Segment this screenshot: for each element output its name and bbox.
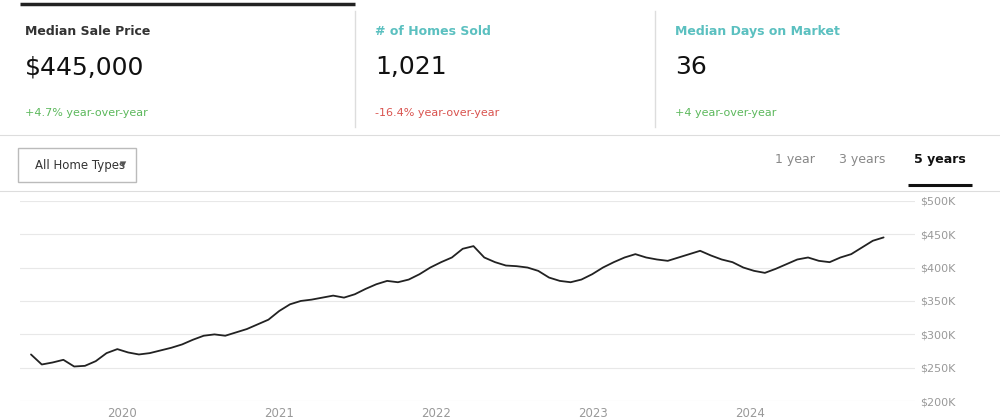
FancyBboxPatch shape <box>18 148 136 183</box>
Text: Median Days on Market: Median Days on Market <box>675 25 840 38</box>
Text: +4 year-over-year: +4 year-over-year <box>675 107 776 117</box>
Text: -16.4% year-over-year: -16.4% year-over-year <box>375 107 499 117</box>
Text: All Home Types: All Home Types <box>35 158 125 172</box>
Text: 5 years: 5 years <box>914 153 966 166</box>
Text: 1 year: 1 year <box>775 153 815 166</box>
Text: Median Sale Price: Median Sale Price <box>25 25 150 38</box>
Text: ▾: ▾ <box>120 158 126 172</box>
Text: # of Homes Sold: # of Homes Sold <box>375 25 491 38</box>
Text: 3 years: 3 years <box>839 153 885 166</box>
Text: 36: 36 <box>675 55 707 79</box>
Text: $445,000: $445,000 <box>25 55 144 79</box>
Text: 1,021: 1,021 <box>375 55 447 79</box>
Text: +4.7% year-over-year: +4.7% year-over-year <box>25 107 148 117</box>
